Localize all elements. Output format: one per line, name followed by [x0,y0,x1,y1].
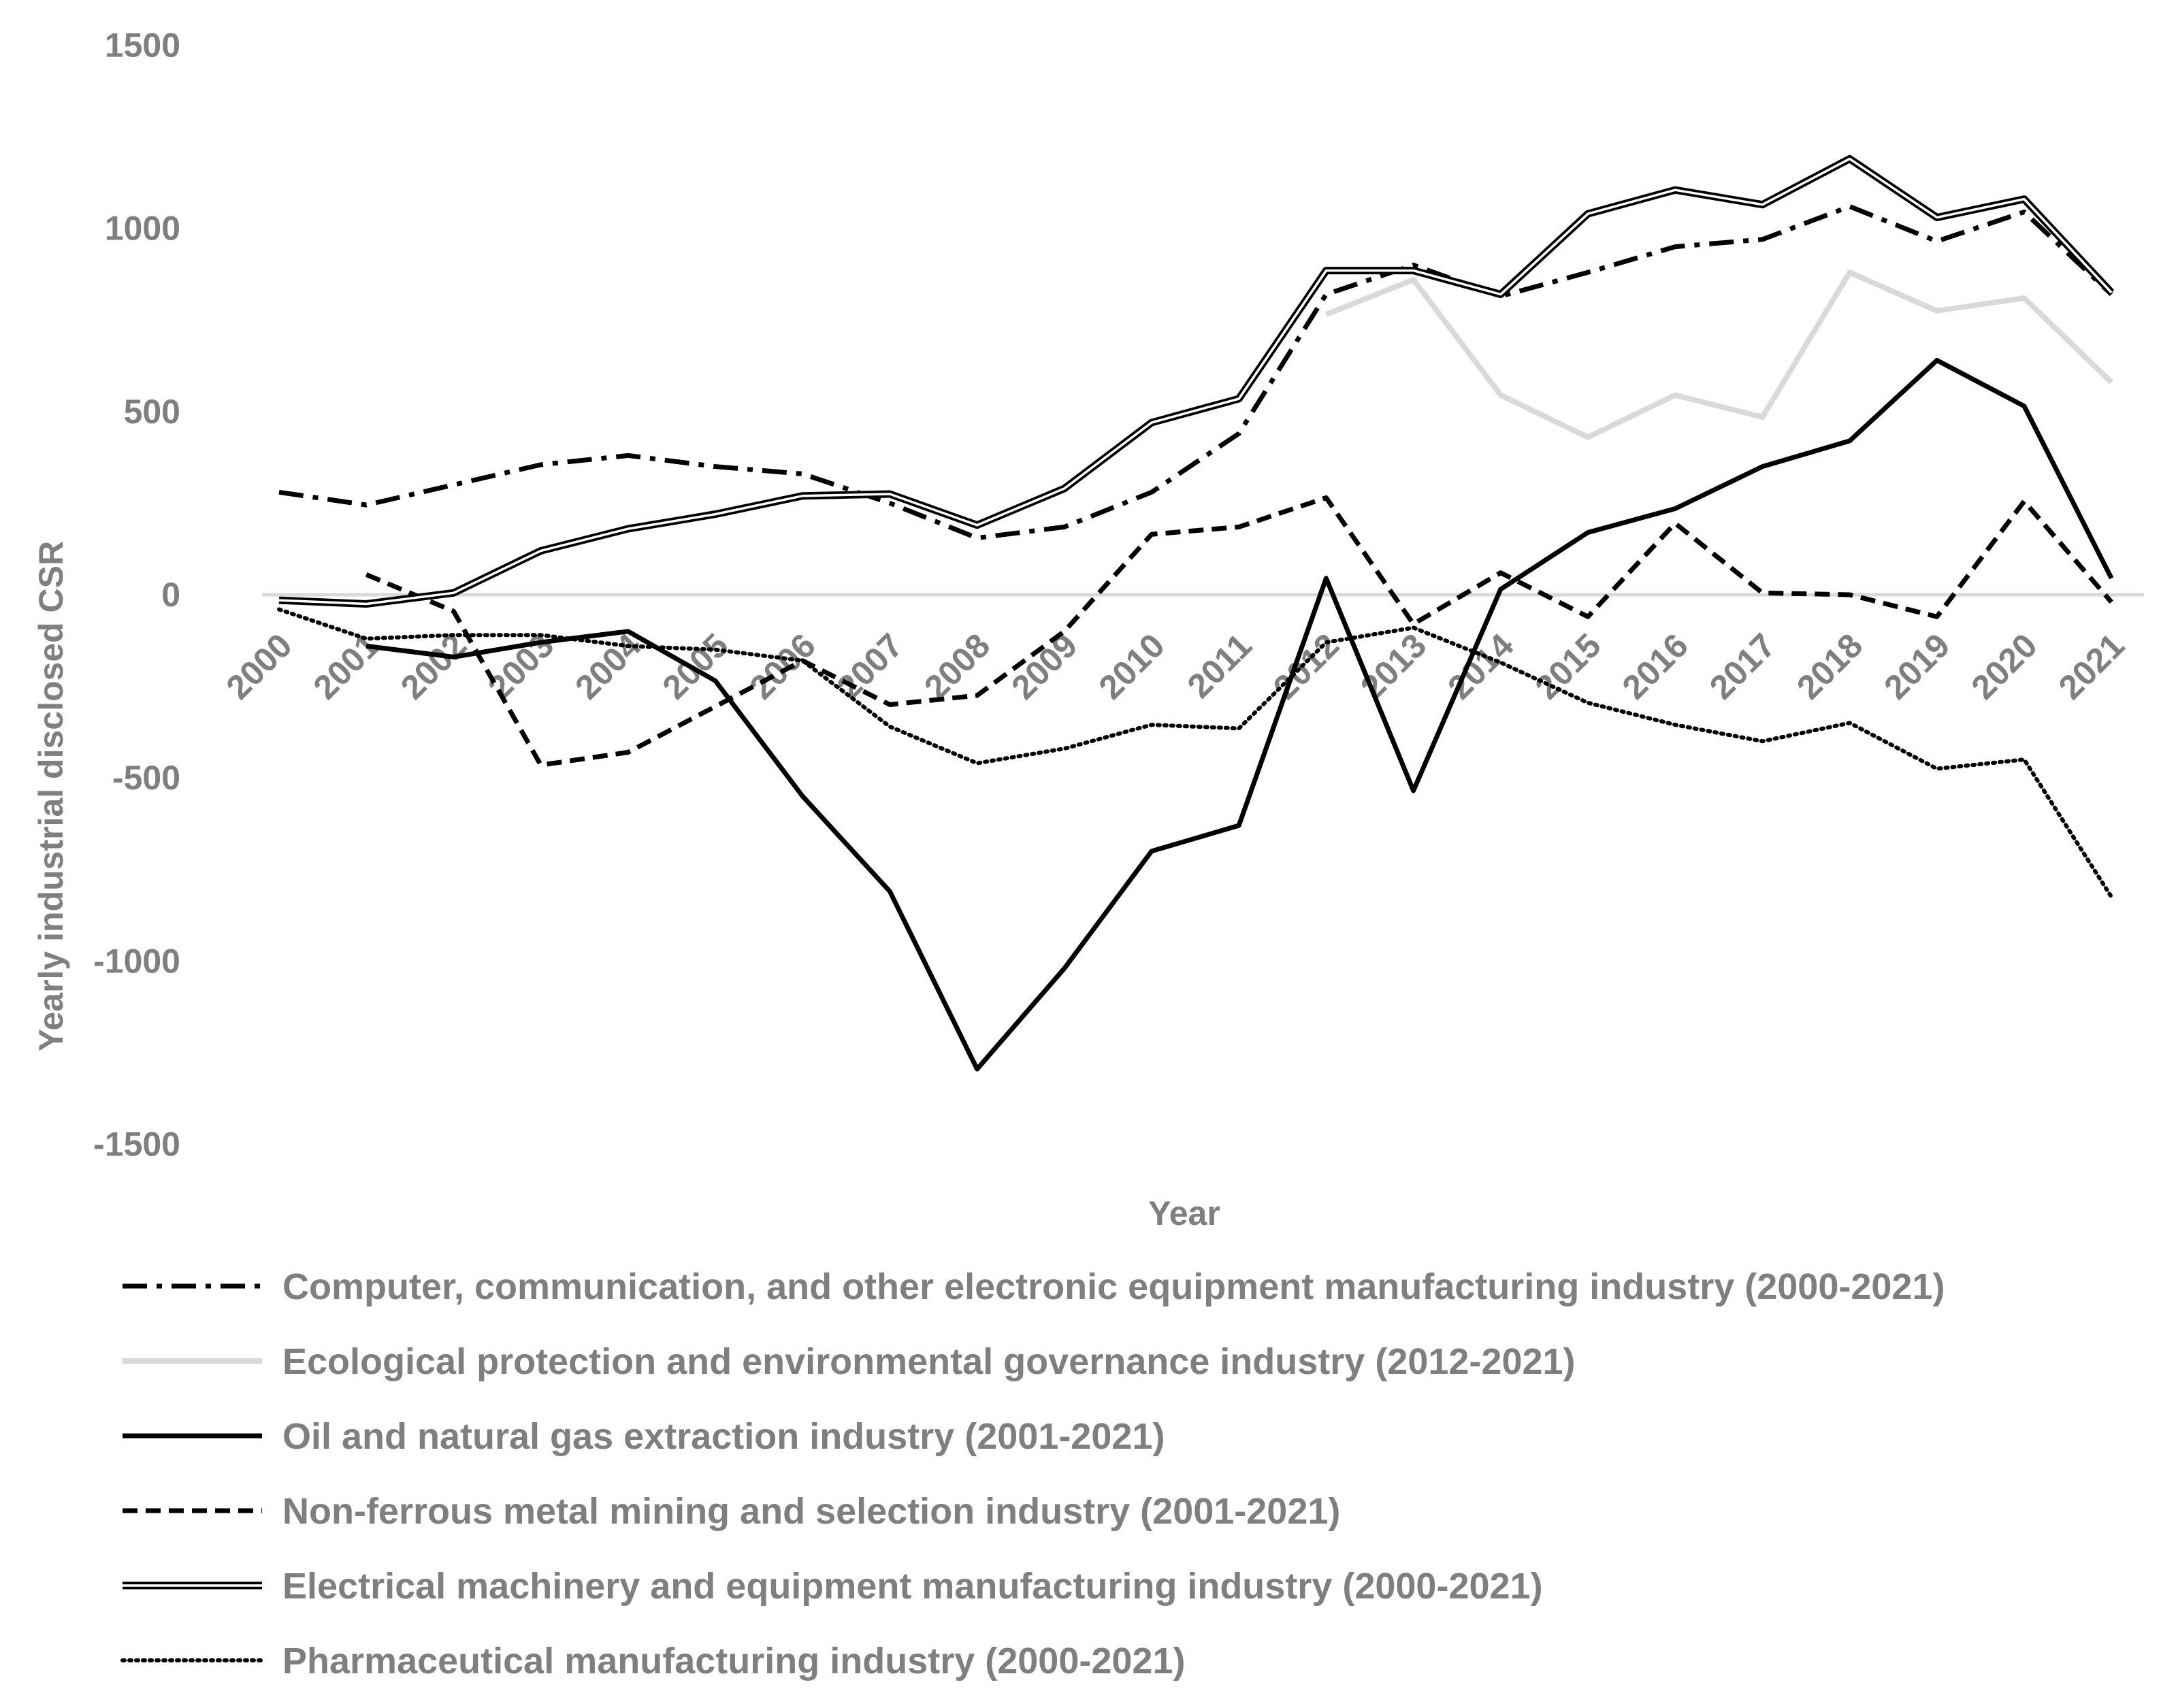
series-line-4 [365,495,2113,768]
x-tick-label: 2017 [1702,626,1783,706]
series-line-2 [1325,269,2113,440]
x-tick-label: 2019 [1876,626,1957,706]
x-tick-label: 2018 [1789,626,1870,706]
x-tick-label: 2010 [1092,626,1172,706]
legend: Computer, communication, and other elect… [120,1266,1945,1681]
series-line-6 [277,607,2114,900]
y-tick-label: 500 [124,393,180,431]
legend-label: Oil and natural gas extraction industry … [282,1416,1165,1457]
x-tick-label: 2016 [1615,626,1695,706]
y-tick-label: 1500 [105,27,180,65]
legend-label: Non-ferrous metal mining and selection i… [282,1491,1340,1532]
y-axis-title: Yearly industrial disclosed CSR [32,541,70,1051]
y-tick-label: -1000 [93,942,180,980]
x-tick-label: 2021 [2051,626,2132,706]
x-axis-title: Year [1148,1194,1220,1232]
legend-label: Computer, communication, and other elect… [282,1266,1945,1307]
legend-label: Electrical machinery and equipment manuf… [282,1566,1543,1607]
series-line-1 [278,203,2113,541]
y-tick-label: 0 [161,576,180,614]
x-tick-label: 2003 [481,626,561,706]
x-tick-label: 2013 [1353,626,1433,706]
y-tick-label: -500 [112,759,180,797]
x-tick-label: 2011 [1180,626,1259,705]
legend-label: Pharmaceutical manufacturing industry (2… [282,1641,1185,1681]
x-tick-label: 2000 [219,626,299,706]
x-tick-label: 2015 [1528,626,1608,706]
legend-label: Ecological protection and environmental … [282,1341,1576,1382]
y-tick-label: 1000 [105,210,180,248]
series-line-3 [365,358,2114,1072]
series-line-5 [278,154,2115,608]
x-tick-label: 2008 [917,626,997,706]
series-line-5-inner [278,157,2113,606]
x-tick-label: 2020 [1964,626,2045,706]
y-tick-label: -1500 [93,1125,180,1163]
